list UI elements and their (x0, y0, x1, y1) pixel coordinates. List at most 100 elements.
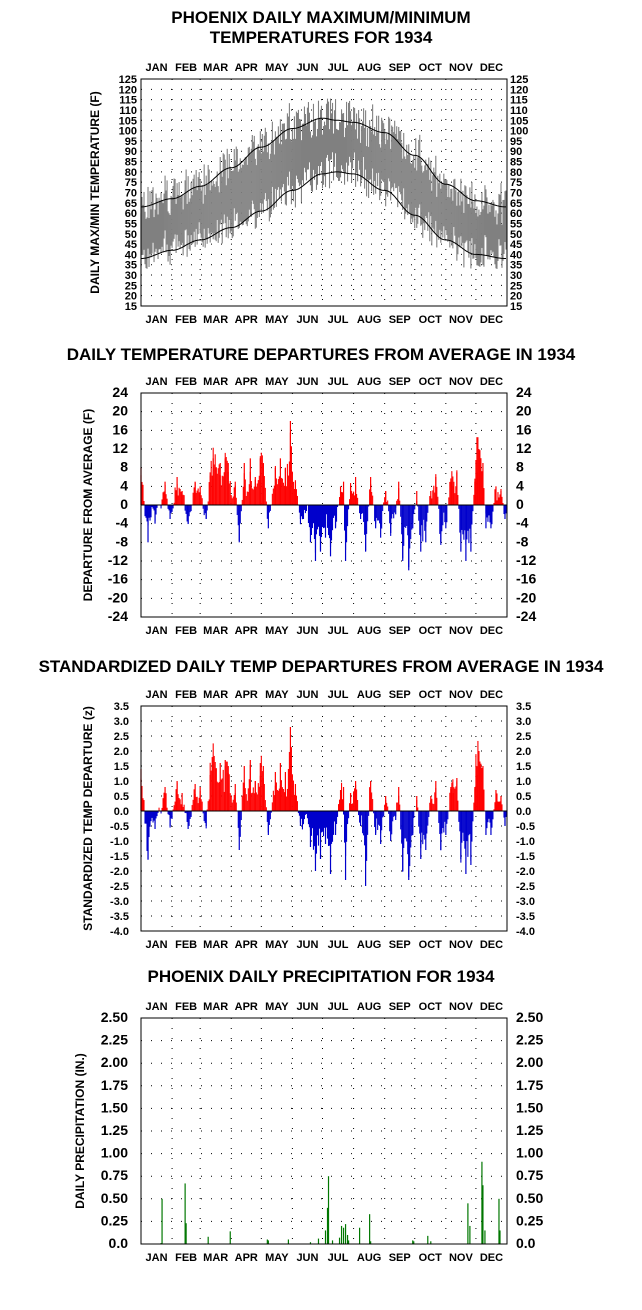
max-min-temperature-chart: PHOENIX DAILY MAXIMUM/MINIMUMTEMPERATURE… (88, 8, 528, 326)
month-label-bottom: JAN (146, 939, 168, 951)
y-axis-label: STANDARDIZED TEMP DEPARTURE (z) (81, 706, 95, 931)
month-label-bottom: JUL (328, 625, 349, 637)
y-tick-left: -3.0 (110, 896, 129, 908)
y-tick-left: 2.0 (114, 746, 129, 758)
month-label-bottom: NOV (449, 314, 474, 326)
precipitation-chart: PHOENIX DAILY PRECIPITATION FOR 1934 JAN J… (73, 967, 543, 1264)
standardized-departure-chart: STANDARDIZED DAILY TEMP DEPARTURES FROM … (39, 657, 604, 951)
month-label-top: AUG (357, 1001, 381, 1013)
y-tick-left: 1.75 (101, 1077, 128, 1093)
month-label-top: APR (235, 1001, 258, 1013)
y-tick-right: 90 (510, 146, 522, 158)
y-axis-label: DAILY PRECIPITATION (IN.) (73, 1053, 87, 1209)
y-tick-right: 1.0 (516, 776, 531, 788)
y-tick-right: 0.0 (516, 806, 531, 818)
month-label-bottom: DEC (480, 625, 503, 637)
month-label-top: OCT (419, 1001, 443, 1013)
month-label-bottom: DEC (480, 1252, 503, 1264)
month-label-top: JAN (146, 62, 168, 74)
y-tick-right: 95 (510, 136, 522, 148)
y-tick-right: -16 (516, 571, 536, 587)
y-tick-left: 0.5 (114, 791, 129, 803)
y-tick-right: 1.25 (516, 1122, 543, 1138)
month-label-bottom: JUN (296, 1252, 318, 1264)
y-tick-right: 1.50 (516, 1099, 543, 1115)
y-tick-left: -20 (108, 589, 128, 605)
y-axis-label: DEPARTURE FROM AVERAGE (F) (81, 409, 95, 601)
month-label-top: JUL (328, 376, 349, 388)
month-label-top: FEB (175, 1001, 197, 1013)
month-label-bottom: JUL (328, 1252, 349, 1264)
month-label-bottom: JAN (146, 1252, 168, 1264)
y-tick-left: 25 (125, 280, 137, 292)
month-label-bottom: MAR (203, 1252, 228, 1264)
month-label-bottom: OCT (419, 939, 443, 951)
month-label-bottom: SEP (389, 1252, 411, 1264)
month-label-bottom: AUG (357, 939, 381, 951)
y-tick-left: -16 (108, 571, 128, 587)
y-tick-left: 0.25 (101, 1212, 128, 1228)
y-tick-right: 30 (510, 270, 522, 282)
y-tick-left: 1.25 (101, 1122, 128, 1138)
plot-frame (140, 392, 508, 618)
y-tick-right: 0.75 (516, 1167, 543, 1183)
y-tick-left: 50 (125, 229, 137, 241)
y-tick-left: -1.5 (110, 851, 129, 863)
y-tick-right: 20 (516, 403, 532, 419)
month-label-top: OCT (419, 62, 443, 74)
plot-frame (140, 705, 508, 932)
y-tick-right: -3.0 (516, 896, 535, 908)
month-label-bottom: APR (235, 625, 258, 637)
chart-title: DAILY TEMPERATURE DEPARTURES FROM AVERAG… (67, 345, 576, 364)
month-label-bottom: AUG (357, 314, 381, 326)
y-tick-left: 0.75 (101, 1167, 128, 1183)
y-tick-right: -12 (516, 552, 536, 568)
month-label-bottom: JUN (296, 314, 318, 326)
y-tick-right: 25 (510, 280, 522, 292)
y-tick-left: 85 (125, 157, 137, 169)
y-tick-right: -4.0 (516, 926, 535, 938)
y-tick-right: 35 (510, 260, 522, 272)
y-tick-right: -1.5 (516, 851, 535, 863)
y-tick-right: -0.5 (516, 821, 535, 833)
month-label-bottom: APR (235, 1252, 258, 1264)
chart-title: PHOENIX DAILY MAXIMUM/MINIMUM (171, 8, 470, 27)
y-tick-left: 35 (125, 260, 137, 272)
plot-frame (140, 78, 508, 307)
y-tick-left: 40 (125, 249, 137, 261)
y-tick-left: 80 (125, 167, 137, 179)
y-tick-left: -8 (116, 533, 129, 549)
month-label-top: MAY (265, 1001, 289, 1013)
y-tick-left: -12 (108, 552, 128, 568)
month-label-bottom: FEB (175, 939, 197, 951)
month-label-top: APR (235, 62, 258, 74)
month-label-top: MAY (265, 62, 289, 74)
y-tick-right: 16 (516, 421, 532, 437)
y-tick-right: -3.5 (516, 911, 535, 923)
month-label-top: FEB (175, 62, 197, 74)
y-tick-left: -1.0 (110, 836, 129, 848)
y-tick-right: 65 (510, 198, 522, 210)
y-tick-left: 60 (125, 208, 137, 220)
month-label-top: DEC (480, 689, 503, 701)
y-tick-right: -2.0 (516, 866, 535, 878)
month-label-top: JUL (328, 1001, 349, 1013)
y-tick-right: 3.0 (516, 716, 531, 728)
y-tick-left: 20 (112, 403, 128, 419)
month-label-bottom: AUG (357, 1252, 381, 1264)
month-label-top: APR (235, 689, 258, 701)
y-tick-right: 110 (510, 105, 528, 117)
month-label-bottom: OCT (419, 314, 443, 326)
month-label-top: NOV (449, 62, 474, 74)
y-tick-left: 2.50 (101, 1009, 128, 1025)
y-tick-right: -1.0 (516, 836, 535, 848)
month-label-bottom: NOV (449, 1252, 474, 1264)
month-label-top: DEC (480, 1001, 503, 1013)
y-tick-right: 1.00 (516, 1145, 543, 1161)
temperature-departure-chart: DAILY TEMPERATURE DEPARTURES FROM AVERAG… (67, 345, 576, 637)
month-label-top: SEP (389, 376, 411, 388)
month-label-top: SEP (389, 689, 411, 701)
y-tick-left: 125 (119, 74, 137, 86)
y-tick-left: 45 (125, 239, 137, 251)
